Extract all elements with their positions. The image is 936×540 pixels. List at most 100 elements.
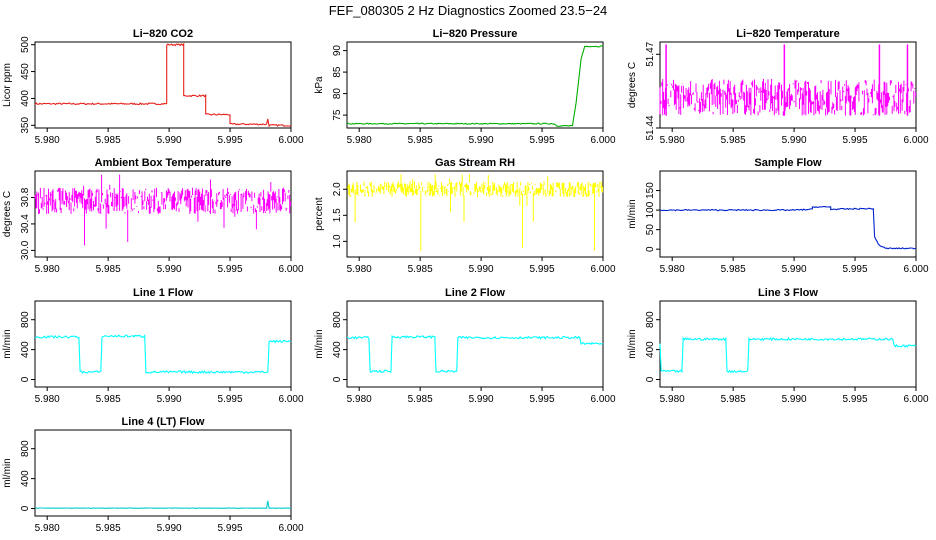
plot-frame	[346, 170, 604, 258]
y-tick-label: 30.0	[20, 240, 31, 260]
chart-panel: Gas Stream RH percent 5.980 5.985 5.990 5.995…	[314, 157, 616, 275]
x-tick-label: 5.980	[35, 135, 60, 146]
x-tick-label: 5.980	[35, 523, 60, 534]
y-tick-label: 400	[332, 341, 343, 358]
x-tick-label: 5.995	[218, 523, 243, 534]
x-tick-label: 5.995	[218, 264, 243, 275]
series-band	[659, 78, 917, 116]
x-tick-label: 5.990	[782, 264, 807, 275]
y-tick-label: 350	[20, 117, 31, 134]
y-tick-label: 0	[332, 376, 343, 382]
chart-panel: Line 4 (LT) Flow ml/min 5.980 5.985 5.990 5.9…	[2, 416, 304, 534]
x-tick-label: 5.990	[469, 394, 494, 405]
x-tick-label: 5.990	[469, 135, 494, 146]
x-tick-label: 5.985	[408, 394, 433, 405]
series-line	[346, 45, 604, 127]
x-tick-label: 5.995	[530, 394, 555, 405]
plot-frame	[34, 170, 292, 258]
y-tick-label: 2.0	[332, 182, 343, 196]
series-band	[346, 174, 604, 251]
series-line	[34, 500, 292, 509]
y-tick-label: 51.47	[645, 41, 656, 66]
y-axis-label: ml/min	[2, 458, 13, 487]
y-tick-label: 50	[645, 224, 656, 236]
y-tick-label: 450	[20, 63, 31, 80]
x-tick-label: 6.000	[278, 394, 303, 405]
x-tick-label: 5.985	[721, 394, 746, 405]
series-line	[659, 205, 916, 250]
chart-panel: Ambient Box Temperature degrees C 5.980 5.9…	[2, 157, 304, 275]
y-tick-label: 100	[645, 201, 656, 218]
x-tick-label: 5.980	[347, 135, 372, 146]
series-line	[659, 336, 917, 374]
x-tick-label: 5.980	[35, 394, 60, 405]
chart-title: Ambient Box Temperature	[95, 157, 232, 169]
x-tick-label: 5.995	[843, 394, 868, 405]
x-tick-label: 6.000	[903, 394, 928, 405]
x-tick-label: 5.985	[96, 523, 121, 534]
plot-frame	[346, 41, 604, 129]
y-tick-label: 1.0	[332, 234, 343, 248]
x-tick-label: 5.990	[782, 135, 807, 146]
chart-panel: Line 1 Flow ml/min 5.980 5.985 5.990 5.995 6.0…	[2, 287, 304, 405]
x-tick-label: 5.995	[843, 135, 868, 146]
x-tick-label: 6.000	[278, 135, 303, 146]
x-tick-label: 5.990	[157, 523, 182, 534]
y-tick-label: 90	[332, 45, 343, 57]
plot-frame	[659, 170, 917, 258]
x-tick-label: 5.980	[660, 264, 685, 275]
y-axis-label: ml/min	[627, 199, 638, 228]
y-tick-label: 500	[20, 36, 31, 53]
y-tick-label: 51.44	[645, 115, 656, 140]
x-tick-label: 5.980	[660, 135, 685, 146]
plot-frame	[34, 429, 292, 517]
chart-title: Sample Flow	[754, 157, 822, 169]
chart-title: Li−820 Pressure	[433, 28, 518, 40]
x-tick-label: 5.985	[408, 135, 433, 146]
y-tick-label: 800	[20, 440, 31, 457]
y-axis-label: ml/min	[627, 329, 638, 358]
y-tick-label: 400	[20, 341, 31, 358]
chart-title: Li−820 CO2	[133, 28, 193, 40]
x-tick-label: 5.995	[530, 264, 555, 275]
y-axis-label: degrees C	[627, 62, 638, 108]
chart-title: Line 4 (LT) Flow	[122, 416, 205, 428]
chart-panel: Line 2 Flow ml/min 5.980 5.985 5.990 5.995 6.0…	[314, 287, 616, 405]
x-tick-label: 5.985	[96, 264, 121, 275]
chart-title: Line 1 Flow	[133, 287, 193, 299]
x-tick-label: 6.000	[903, 135, 928, 146]
series-line	[34, 42, 292, 128]
x-tick-label: 5.985	[96, 135, 121, 146]
y-tick-label: 30.8	[20, 187, 31, 207]
x-tick-label: 5.980	[660, 394, 685, 405]
x-tick-label: 5.985	[408, 264, 433, 275]
x-tick-label: 5.985	[721, 135, 746, 146]
y-axis-label: ml/min	[2, 329, 13, 358]
plot-frame	[34, 41, 292, 129]
y-axis-label: Licor ppm	[2, 63, 13, 107]
chart-title: Line 2 Flow	[445, 287, 505, 299]
chart-panel: Li−820 Pressure kPa 5.980 5.985 5.990 5.995 6.…	[314, 28, 616, 146]
chart-panel: Sample Flow ml/min 5.980 5.985 5.990 5.995 6.0…	[627, 157, 929, 275]
x-tick-label: 5.995	[530, 135, 555, 146]
plot-frame	[346, 300, 604, 388]
panels: Li−820 CO2 Licor ppm 5.980 5.985 5.990 5.995 6…	[2, 28, 929, 534]
x-tick-label: 5.980	[347, 264, 372, 275]
x-tick-label: 6.000	[278, 523, 303, 534]
y-tick-label: 75	[332, 109, 343, 121]
y-tick-label: 400	[20, 90, 31, 107]
chart-title: Li−820 Temperature	[736, 28, 839, 40]
y-axis-label: ml/min	[314, 329, 325, 358]
y-tick-label: 85	[332, 66, 343, 78]
x-tick-label: 6.000	[590, 264, 615, 275]
x-tick-label: 6.000	[590, 135, 615, 146]
y-tick-label: 800	[645, 311, 656, 328]
x-tick-label: 5.995	[843, 264, 868, 275]
x-tick-label: 5.985	[721, 264, 746, 275]
y-axis-label: kPa	[314, 76, 325, 94]
chart-title: Line 3 Flow	[758, 287, 818, 299]
x-tick-label: 5.990	[157, 135, 182, 146]
y-axis-label: percent	[314, 197, 325, 231]
series-band	[34, 174, 292, 246]
